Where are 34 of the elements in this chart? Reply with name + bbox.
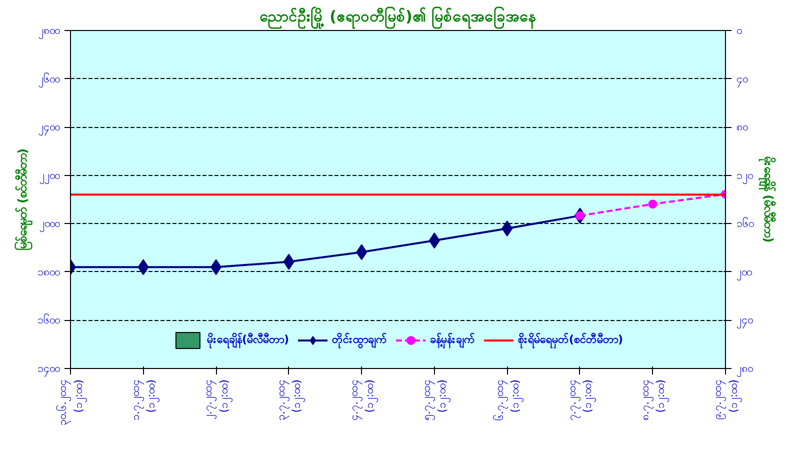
y-tick-label: ၂၈၀၀ [38,24,60,39]
y-tick-label: ၁၄၀၀ [38,362,60,377]
x-tick-label: ၃၀.၆.၂၀၁၄ (၁၂:၀၀) [56,379,87,426]
x-tick-label: ၂.၇.၂၀၁၄ (၁၂:၀၀) [202,379,232,420]
x-tick-label: ၇.၇.၂၀၁၄ (၁၂:၀၀) [566,379,596,420]
point [648,200,658,209]
x-tick-label: ၅.၇.၂၀၁၄ (၁၂:၀၀) [420,379,451,420]
y-axis-title: မြစ်ရေမှတ် (စင်တီမီတာ) [12,148,34,251]
y-tick-label: ၂၆၀၀ [38,72,60,88]
y2-tick-label: ၄၀ [736,72,748,88]
x-tick-label: ၄.၇.၂၀၁၄ (၁၂:၀၀) [347,379,378,420]
legend-label: စိုးရိမ်ရေမှတ်(စင်တီမီတာ) [518,332,624,348]
y-tick-label: ၁၈၀၀ [38,265,60,278]
y2-tick-label: ၂၈၀ [736,362,752,377]
x-tick-label: ၃.၇.၂၀၁၄ (၁၂:၀၀) [274,379,306,420]
x-tick-label: ၁.၇.၂၀၁၄ (၁၂:၀၀) [128,379,160,420]
y-tick-label: ၂၂၀၀ [40,168,60,184]
chart-title: ညောင်ဦးမြို့ (ဧရာဝတီမြစ်)၏ မြစ်ရေအခြေအနေ [259,6,537,30]
legend-label: မိုးရေချိန်(မီလီမီတာ) [206,332,289,348]
x-tick-label: ၉.၇.၂၀၁၄ (၁၂:၀၀) [711,379,742,420]
legend-label: ခန့်မှန်းချက် [430,332,475,348]
y-tick-label: ၁၆၀၀ [38,314,60,327]
y2-axis-title: မိုးရေချိန် (မီလီမီတာ) [758,155,778,243]
legend-label: တိုင်းထွာချက် [332,332,387,348]
y2-tick-label: ၂၀၀ [736,265,752,280]
y2-tick-label: ၈၀ [736,120,748,134]
y2-tick-label: ၂၄၀ [736,314,752,329]
y2-tick-label: ၁၆၀ [736,217,754,230]
y2-tick-label: ၀ [736,24,742,37]
y2-tick-label: ၁၂၀ [736,168,752,184]
x-tick-label: ၆.၇.၂၀၁၄ (၁၂:၀၀) [492,379,524,420]
y-tick-label: ၂၀၀၀ [40,217,60,232]
y-tick-label: ၂၄၀၀ [38,120,60,136]
x-tick-label: ၈.၇.၂၀၁၄ (၁၂:၀၀) [638,379,670,420]
